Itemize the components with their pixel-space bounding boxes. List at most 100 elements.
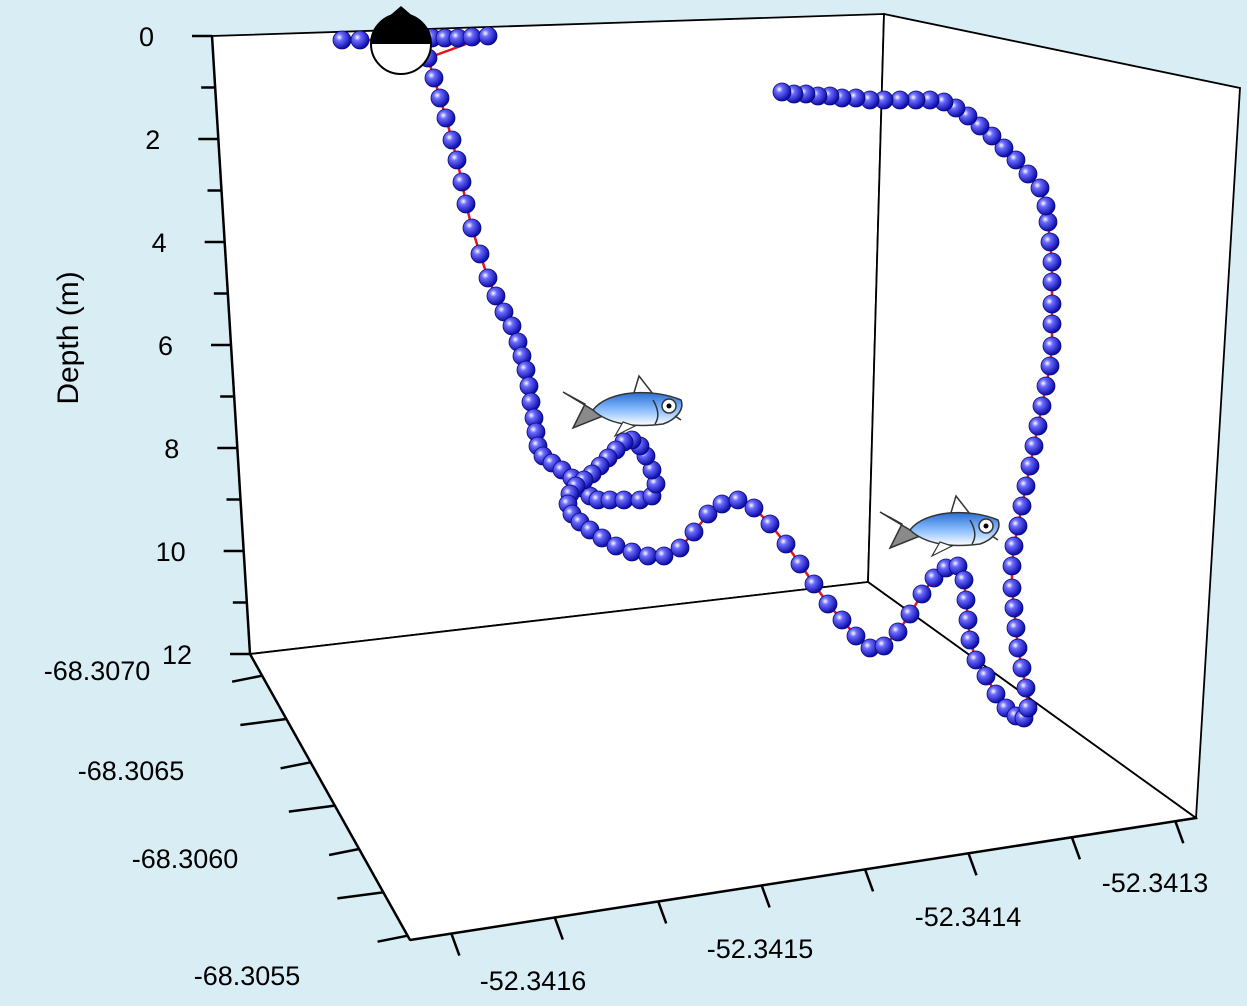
track-point bbox=[1040, 356, 1060, 376]
fish-icon bbox=[879, 494, 1000, 558]
latitude-tick-label: -68.3065 bbox=[78, 756, 185, 786]
longitude-tick bbox=[967, 852, 978, 876]
depth-tick-label: 6 bbox=[158, 331, 173, 361]
track-point bbox=[976, 666, 996, 686]
track-point bbox=[494, 302, 514, 322]
latitude-tick-label: -68.3060 bbox=[132, 844, 239, 874]
track-point bbox=[1040, 232, 1060, 252]
track-point bbox=[470, 244, 490, 264]
track-point bbox=[1042, 314, 1062, 334]
track-point bbox=[994, 138, 1014, 158]
longitude-tick bbox=[657, 901, 668, 924]
track-point bbox=[592, 528, 612, 548]
latitude-tick-labels: -68.3070 -68.3065 -68.3060 -68.3055 bbox=[44, 656, 301, 991]
track-point bbox=[804, 574, 824, 594]
longitude-tick bbox=[450, 933, 461, 957]
track-point bbox=[1020, 456, 1040, 476]
latitude-tick bbox=[240, 717, 287, 727]
track-point bbox=[1042, 252, 1062, 272]
back-wall-left bbox=[211, 13, 885, 656]
fish-icon bbox=[562, 374, 683, 438]
track-point bbox=[430, 88, 450, 108]
latitude-tick bbox=[231, 674, 263, 683]
track-point bbox=[332, 30, 352, 50]
track-point bbox=[622, 542, 642, 562]
track-point bbox=[712, 494, 732, 514]
track-point bbox=[1042, 294, 1062, 314]
track-point bbox=[1036, 376, 1056, 396]
track-point bbox=[790, 554, 810, 574]
track-point bbox=[1016, 678, 1036, 698]
latitude-tick-label: -68.3055 bbox=[194, 961, 301, 991]
track-point bbox=[1028, 416, 1048, 436]
track-point bbox=[436, 108, 456, 128]
depth-axis-title: Depth (m) bbox=[52, 271, 85, 404]
track-point bbox=[350, 30, 370, 50]
track-point bbox=[478, 268, 498, 288]
track-point bbox=[986, 684, 1006, 704]
track-point bbox=[1006, 618, 1026, 638]
depth-tick-label: 4 bbox=[152, 228, 167, 258]
track-point bbox=[478, 26, 498, 46]
track-point bbox=[888, 622, 908, 642]
track-point bbox=[670, 538, 690, 558]
track-point bbox=[521, 392, 541, 412]
track-point bbox=[1016, 476, 1036, 496]
depth-tick-label: 12 bbox=[162, 640, 192, 670]
track-point bbox=[1038, 212, 1058, 232]
track-point bbox=[1018, 698, 1038, 718]
plot-box bbox=[211, 12, 1241, 941]
depth-tick-label: 10 bbox=[156, 537, 186, 567]
track-point bbox=[744, 498, 764, 518]
track-point bbox=[912, 584, 932, 604]
track-point bbox=[956, 590, 976, 610]
track-point bbox=[1012, 658, 1032, 678]
latitude-tick bbox=[337, 891, 384, 900]
track-point bbox=[1002, 578, 1022, 598]
track-point bbox=[772, 82, 792, 102]
depth-axis bbox=[192, 34, 252, 656]
track-point bbox=[818, 594, 838, 614]
track-point bbox=[1008, 638, 1028, 658]
track-point bbox=[1032, 396, 1052, 416]
track-point bbox=[447, 150, 467, 170]
track-point bbox=[638, 546, 658, 566]
track-point bbox=[606, 536, 626, 556]
longitude-tick bbox=[1070, 836, 1082, 860]
depth-tick-label: 8 bbox=[164, 434, 179, 464]
track-point bbox=[456, 194, 476, 214]
track-point bbox=[1004, 598, 1024, 618]
track-point bbox=[424, 68, 444, 88]
track-point bbox=[1006, 150, 1026, 170]
longitude-tick-label: -52.3415 bbox=[707, 934, 814, 964]
track-point bbox=[516, 360, 536, 380]
track-point bbox=[900, 604, 920, 624]
latitude-tick bbox=[288, 804, 336, 813]
longitude-tick-label: -52.3416 bbox=[480, 966, 587, 996]
longitude-tick-label: -52.3413 bbox=[1102, 868, 1209, 898]
depth-tick-label: 2 bbox=[145, 125, 160, 155]
track-point bbox=[776, 534, 796, 554]
longitude-tick bbox=[760, 884, 771, 908]
latitude-tick bbox=[328, 847, 360, 857]
track-point bbox=[1036, 196, 1056, 216]
track-point bbox=[442, 130, 462, 150]
track-point bbox=[1002, 556, 1022, 576]
longitude-tick bbox=[553, 917, 564, 940]
longitude-tick bbox=[1174, 820, 1185, 844]
track-point bbox=[684, 522, 704, 542]
track-point bbox=[846, 626, 866, 646]
track-point bbox=[906, 90, 926, 110]
track-point bbox=[519, 376, 539, 396]
track-point bbox=[502, 316, 522, 336]
track-point bbox=[1024, 436, 1044, 456]
depth-tick-label: 0 bbox=[139, 22, 154, 52]
longitude-tick bbox=[863, 868, 875, 892]
track-point bbox=[954, 570, 974, 590]
track-point bbox=[1008, 516, 1028, 536]
latitude-axis bbox=[231, 653, 412, 943]
latitude-tick bbox=[377, 934, 408, 943]
track-point bbox=[654, 546, 674, 566]
track-point bbox=[958, 610, 978, 630]
